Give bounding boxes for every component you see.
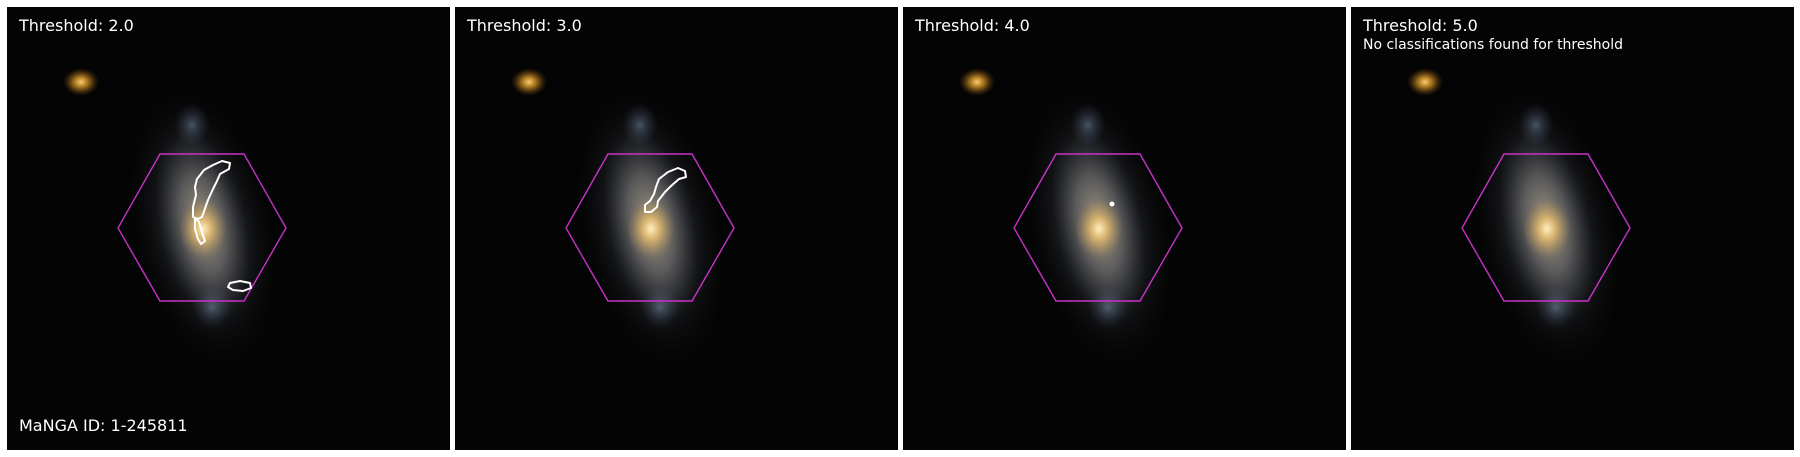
contour-region bbox=[227, 280, 252, 292]
panel-threshold-3: Threshold: 3.0 bbox=[455, 7, 898, 450]
contour-region bbox=[192, 160, 231, 220]
panel-threshold-2: Threshold: 2.0 MaNGA ID: 1-245811 bbox=[7, 7, 450, 450]
panel-threshold-5: Threshold: 5.0 No classifications found … bbox=[1351, 7, 1794, 450]
galaxy-image bbox=[455, 7, 898, 450]
galaxy-image bbox=[903, 7, 1346, 450]
galaxy-image bbox=[7, 7, 450, 450]
threshold-label: Threshold: 5.0 bbox=[1363, 16, 1478, 35]
contour-region bbox=[644, 167, 687, 213]
contour-region bbox=[194, 217, 206, 245]
manga-id-label: MaNGA ID: 1-245811 bbox=[19, 416, 188, 435]
no-classifications-note: No classifications found for threshold bbox=[1363, 37, 1623, 53]
contour-region bbox=[1109, 201, 1115, 207]
threshold-label: Threshold: 4.0 bbox=[915, 16, 1030, 35]
threshold-label: Threshold: 3.0 bbox=[467, 16, 582, 35]
panel-threshold-4: Threshold: 4.0 bbox=[903, 7, 1346, 450]
galaxy-image bbox=[1351, 7, 1794, 450]
threshold-label: Threshold: 2.0 bbox=[19, 16, 134, 35]
